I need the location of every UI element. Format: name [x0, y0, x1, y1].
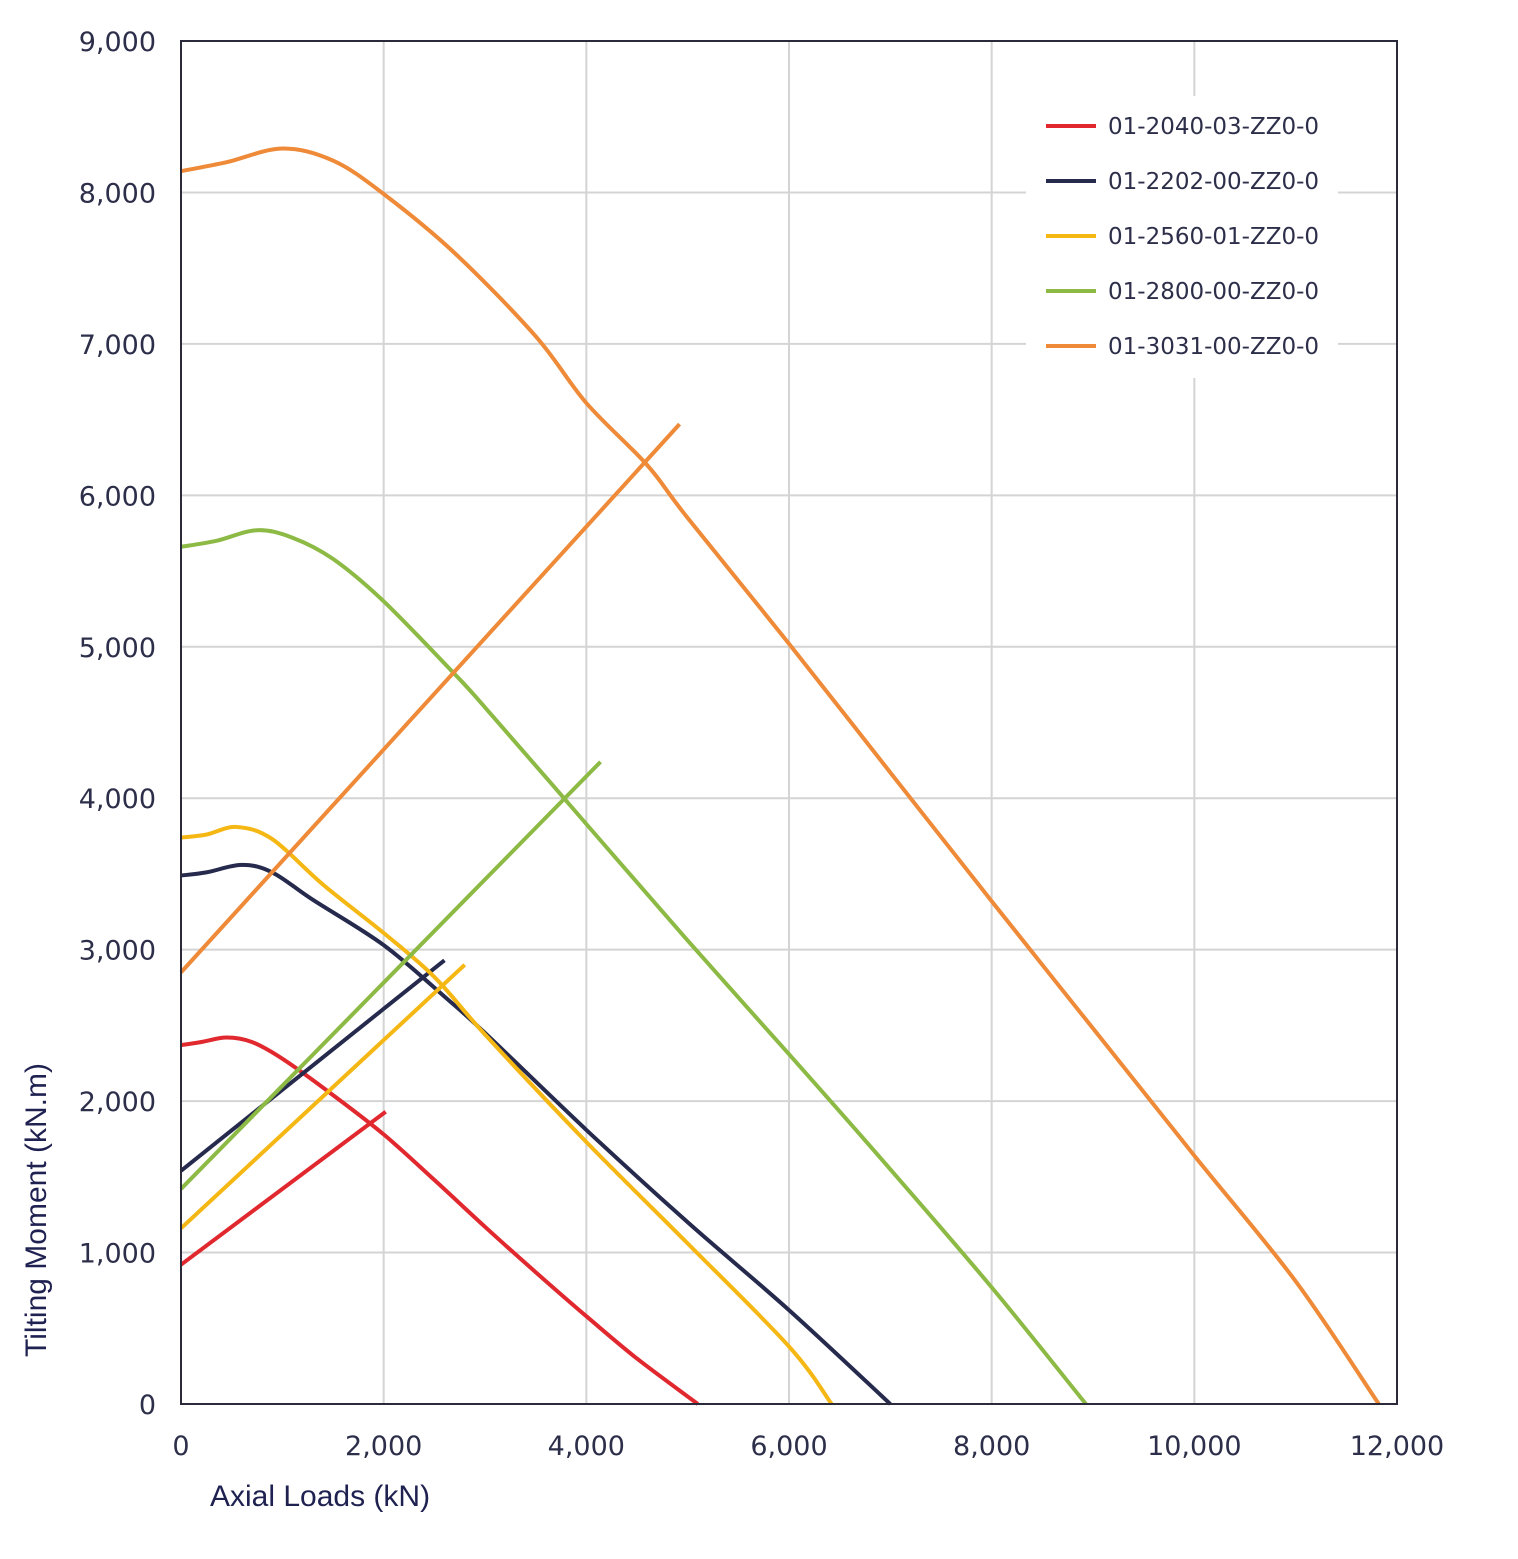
series-4-load-line: [179, 760, 602, 1191]
y-tick-label: 2,000: [79, 1087, 156, 1118]
plot-frame: [180, 40, 1398, 1405]
x-axis-ticks: 0 2,000 4,000 6,000 8,000 10,000 12,000: [172, 1431, 1444, 1462]
y-tick-label: 8,000: [79, 178, 156, 209]
x-tick-label: 12,000: [1350, 1431, 1444, 1462]
y-tick-label: 3,000: [79, 936, 156, 967]
series-3-load-line: [179, 963, 467, 1230]
legend-label: 01-3031-00-ZZ0-0: [1108, 334, 1319, 360]
series-1-load-line: [179, 1110, 387, 1267]
y-tick-label: 0: [139, 1390, 156, 1421]
x-tick-label: 10,000: [1147, 1431, 1241, 1462]
legend-label: 01-2040-03-ZZ0-0: [1108, 114, 1319, 140]
legend: 01-2040-03-ZZ0-0 01-2202-00-ZZ0-0 01-2560-…: [1026, 96, 1338, 378]
y-tick-label: 6,000: [79, 481, 156, 512]
x-tick-label: 4,000: [548, 1431, 625, 1462]
y-tick-label: 1,000: [79, 1239, 156, 1270]
series-2-load-line: [179, 958, 446, 1173]
y-tick-label: 7,000: [79, 330, 156, 361]
x-tick-label: 2,000: [345, 1431, 422, 1462]
legend-label: 01-2800-00-ZZ0-0: [1108, 279, 1319, 305]
y-axis-title: Tilting Moment (kN.m): [20, 1063, 53, 1357]
series-1-limit-curve: [180, 1035, 700, 1406]
x-tick-label: 6,000: [750, 1431, 827, 1462]
x-tick-label: 8,000: [953, 1431, 1030, 1462]
series-5-load-line: [179, 422, 682, 974]
y-tick-label: 4,000: [79, 784, 156, 815]
x-tick-label: 0: [172, 1431, 189, 1462]
series-4-limit-curve: [180, 528, 1088, 1406]
series-5-limit-curve: [180, 146, 1381, 1406]
legend-label: 01-2560-01-ZZ0-0: [1108, 224, 1319, 250]
series-group: [179, 146, 1381, 1406]
y-axis-ticks: 0 1,000 2,000 3,000 4,000 5,000 6,000 7,000 8,00…: [79, 27, 156, 1421]
legend-label: 01-2202-00-ZZ0-0: [1108, 169, 1319, 195]
x-axis-title: Axial Loads (kN): [210, 1480, 430, 1513]
y-tick-label: 9,000: [79, 27, 156, 58]
series-3-limit-curve: [180, 824, 834, 1406]
y-tick-label: 5,000: [79, 633, 156, 664]
series-2-limit-curve: [180, 862, 892, 1406]
